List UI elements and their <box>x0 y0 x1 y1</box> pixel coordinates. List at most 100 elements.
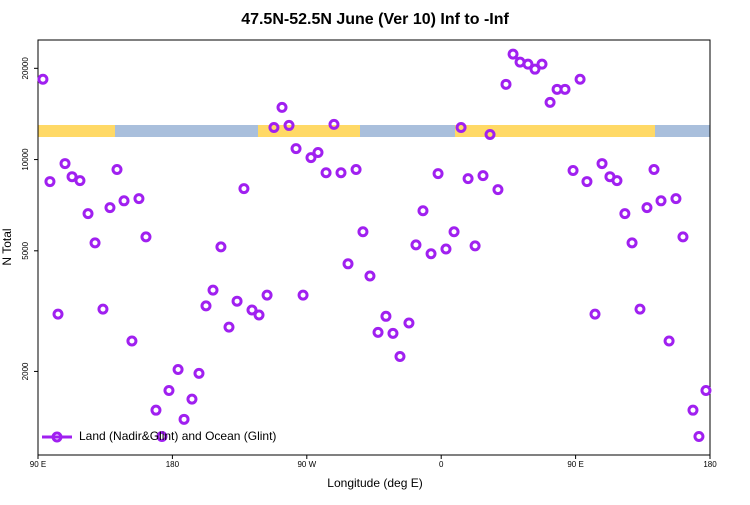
point <box>425 248 437 260</box>
point <box>596 158 608 170</box>
point <box>74 175 86 187</box>
point <box>700 385 712 397</box>
point <box>500 78 512 90</box>
point <box>320 167 332 179</box>
point <box>172 363 184 375</box>
point <box>687 404 699 416</box>
point <box>290 143 302 155</box>
point <box>410 239 422 251</box>
point <box>544 96 556 108</box>
point <box>677 231 689 243</box>
x-tick-label: 180 <box>166 460 180 469</box>
point <box>655 195 667 207</box>
point <box>186 393 198 405</box>
point <box>223 321 235 333</box>
point <box>469 240 481 252</box>
point <box>178 413 190 425</box>
point <box>611 175 623 187</box>
point <box>589 308 601 320</box>
point <box>641 202 653 214</box>
point <box>200 300 212 312</box>
point <box>156 430 168 442</box>
point <box>581 176 593 188</box>
point <box>118 195 130 207</box>
point <box>529 63 541 75</box>
point <box>111 164 123 176</box>
point <box>140 231 152 243</box>
point <box>417 205 429 217</box>
point <box>104 202 116 214</box>
point <box>507 48 519 60</box>
legend-label: Land (Nadir&Glint) and Ocean (Glint) <box>79 429 276 443</box>
y-tick-label: 10000 <box>21 148 30 171</box>
point <box>150 404 162 416</box>
legend-marker <box>51 431 63 443</box>
point <box>231 295 243 307</box>
point <box>215 241 227 253</box>
point <box>567 165 579 177</box>
point <box>619 208 631 220</box>
point <box>440 243 452 255</box>
chart-title: 47.5N-52.5N June (Ver 10) Inf to -Inf <box>241 11 509 28</box>
point <box>455 121 467 133</box>
point <box>253 309 265 321</box>
x-tick-label: 180 <box>703 460 717 469</box>
point <box>693 430 705 442</box>
point <box>634 303 646 315</box>
point <box>37 73 49 85</box>
point <box>357 226 369 238</box>
point <box>522 58 534 70</box>
point <box>670 193 682 205</box>
point <box>133 193 145 205</box>
ocean-strip <box>655 125 710 137</box>
point <box>448 226 460 238</box>
y-tick-label: 20000 <box>21 57 30 80</box>
point <box>297 289 309 301</box>
point <box>536 58 548 70</box>
point <box>268 121 280 133</box>
point <box>492 184 504 196</box>
ocean-strip <box>360 125 455 137</box>
point <box>82 208 94 220</box>
point <box>477 170 489 182</box>
y-tick-label: 2000 <box>21 362 30 380</box>
point <box>97 303 109 315</box>
point <box>261 289 273 301</box>
point <box>328 118 340 130</box>
land-strip <box>455 125 655 137</box>
point <box>89 237 101 249</box>
point <box>626 237 638 249</box>
point <box>207 284 219 296</box>
point <box>372 326 384 338</box>
ocean-strip <box>115 125 258 137</box>
point <box>559 83 571 95</box>
point <box>663 335 675 347</box>
x-axis-label: Longitude (deg E) <box>327 476 422 490</box>
point <box>380 310 392 322</box>
point <box>484 128 496 140</box>
point <box>44 176 56 188</box>
point <box>335 167 347 179</box>
point <box>387 327 399 339</box>
point <box>462 173 474 185</box>
point <box>246 304 258 316</box>
point <box>52 308 64 320</box>
x-tick-label: 0 <box>439 460 444 469</box>
point <box>342 258 354 270</box>
x-tick-label: 90 E <box>567 460 583 469</box>
y-axis-label: N Total <box>0 228 14 265</box>
land-strip <box>38 125 115 137</box>
point <box>163 385 175 397</box>
point <box>648 164 660 176</box>
point <box>305 152 317 164</box>
point <box>350 164 362 176</box>
y-tick-label: 5000 <box>21 241 30 259</box>
point <box>276 101 288 113</box>
point <box>66 171 78 183</box>
point <box>59 158 71 170</box>
point <box>403 317 415 329</box>
x-tick-label: 90 W <box>297 460 316 469</box>
land-ocean-band <box>38 125 710 137</box>
point <box>364 270 376 282</box>
